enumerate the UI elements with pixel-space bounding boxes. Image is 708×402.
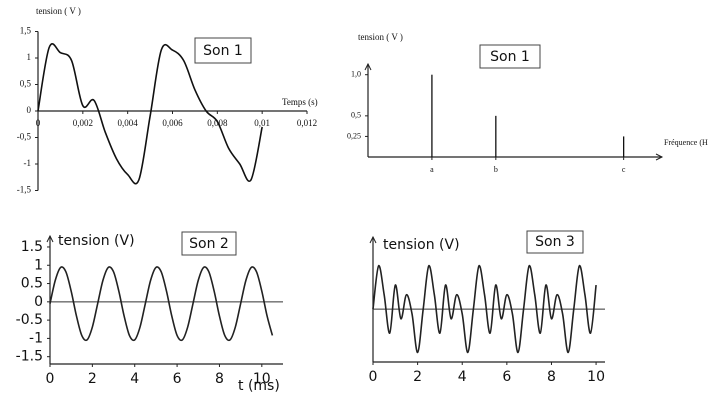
x-tick-label: b [494,165,498,174]
arrow [655,153,664,161]
y-tick-label: -1,5 [17,185,32,195]
x-tick-label: 6 [173,371,182,387]
note-box [479,44,541,69]
x-tick-label: 0,01 [254,118,270,128]
y-label: tension ( V ) [36,6,81,16]
x-label: t (ms) [238,378,280,394]
x-tick-label: 6 [502,369,511,385]
x-tick-label: 10 [587,369,605,385]
x-label: Temps (s) [282,97,318,107]
x-tick-label: 0 [369,369,378,385]
x-tick-label: 0,012 [297,118,317,128]
x-tick-label: 0,002 [73,118,93,128]
y-tick-label: 0,25 [347,131,361,140]
y-tick-label: -1 [29,330,43,346]
x-tick-label: 0,004 [118,118,139,128]
y-tick-label: 1.5 [21,239,43,255]
y-tick-label: 1,5 [20,26,32,36]
signal-line [37,43,263,185]
x-tick-label: 4 [458,369,467,385]
signal-line [372,265,597,354]
y-label: tension (V) [58,233,135,249]
y-tick-label: -0,5 [17,132,32,142]
x-tick-label: 0,006 [162,118,183,128]
x-tick-label: 8 [215,371,224,387]
annotation: Son 3 [535,234,575,250]
note-box [526,230,584,254]
x-label: Fréquence (Hz) [664,138,708,147]
y-label: tension (V) [383,237,460,253]
x-tick-label: 2 [88,371,97,387]
x-tick-label: c [622,165,626,174]
y-tick-label: 1 [34,257,43,273]
y-tick-label: -0.5 [16,312,43,328]
note-box [181,231,237,256]
annotation: Son 1 [490,49,530,65]
arrow [364,62,372,71]
x-tick-label: 0 [36,118,41,128]
y-tick-label: 0 [27,105,32,115]
y-label: tension ( V ) [358,32,403,42]
x-tick-label: 4 [130,371,139,387]
arrow [46,234,54,243]
signal-line [49,266,274,342]
annotation: Son 1 [203,43,243,59]
x-tick-label: 8 [547,369,556,385]
note-box [194,37,252,64]
x-tick-label: 10 [253,371,271,387]
y-tick-label: -1.5 [16,349,43,365]
y-tick-label: 0,5 [351,111,361,120]
x-tick-label: 0 [46,371,55,387]
arrow [369,235,377,244]
x-tick-label: 2 [413,369,422,385]
y-tick-label: -1 [24,158,32,168]
annotation: Son 2 [189,236,229,252]
y-tick-label: 0.5 [21,276,43,292]
y-tick-label: 0 [34,294,43,310]
y-tick-label: 0,5 [20,79,32,89]
y-tick-label: 1 [27,52,32,62]
y-tick-label: 1,0 [351,70,361,79]
x-tick-label: a [430,165,434,174]
